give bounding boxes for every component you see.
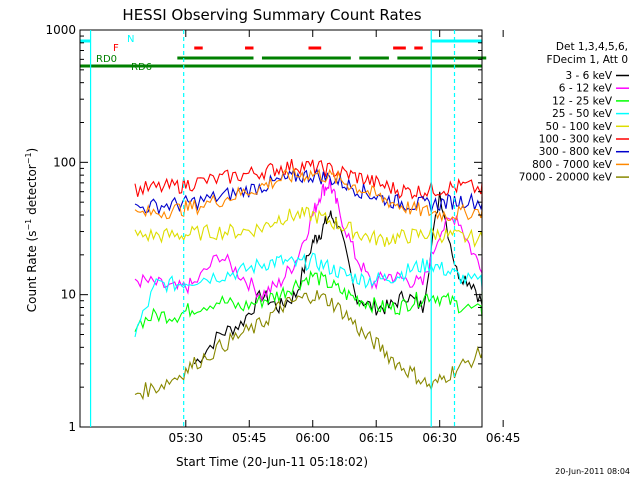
- x-tick-label-2: 06:00: [295, 431, 330, 445]
- plot-area: [80, 30, 482, 427]
- series-layer: [134, 159, 483, 401]
- legend-label-0: 3 - 6 keV: [565, 70, 612, 82]
- series-line-3: [134, 252, 483, 338]
- y-axis-label-exp2: −1: [24, 152, 33, 164]
- plot-background: [80, 30, 482, 427]
- series-line-4: [134, 206, 483, 248]
- y-axis-label-end: ): [25, 148, 39, 153]
- x-tick-label-0: 05:30: [168, 431, 203, 445]
- y-axis-label-exp1: −1: [24, 219, 33, 231]
- timestamp: 20-Jun-2011 08:04: [555, 467, 630, 476]
- series-line-2: [134, 270, 483, 332]
- legend-label-7: 800 - 7000 keV: [532, 159, 613, 171]
- y-tick-label-0: 1: [68, 420, 76, 434]
- legend-label-5: 100 - 300 keV: [539, 134, 613, 146]
- legend-header-2: FDecim 1, Att 0: [547, 54, 628, 66]
- flag-label-rd0: RD0: [96, 54, 117, 65]
- legend-label-1: 6 - 12 keV: [559, 83, 613, 95]
- y-tick-label-1: 10: [61, 288, 76, 302]
- y-tick-label-3: 1000: [45, 23, 76, 37]
- flag-label-rd6: RD6: [131, 62, 152, 73]
- legend-label-8: 7000 - 20000 keV: [519, 172, 613, 184]
- legend-label-6: 300 - 800 keV: [539, 146, 613, 158]
- x-axis-label: Start Time (20-Jun-11 05:18:02): [176, 455, 368, 469]
- axes: [79, 29, 483, 428]
- x-tick-label-5: 06:45: [486, 431, 521, 445]
- y-tick-label-2: 100: [53, 155, 76, 169]
- series-line-1: [134, 179, 483, 302]
- legend-label-3: 25 - 50 keV: [552, 108, 613, 120]
- x-tick-label-4: 06:30: [422, 431, 457, 445]
- y-axis-label-mid: detector: [25, 164, 39, 219]
- tick-labels: 05:30 05:45 06:00 06:15 06:30 06:45 1 10 100 1000: [45, 23, 520, 445]
- chart-title: HESSI Observing Summary Count Rates: [122, 6, 421, 24]
- y-axis-label-main: Count Rate (s: [25, 231, 39, 313]
- legend-header-1: Det 1,3,4,5,6,: [556, 41, 628, 53]
- y-axis-label: Count Rate (s−1 detector−1): [24, 148, 39, 312]
- series-line-8: [134, 290, 483, 401]
- legend-label-4: 50 - 100 keV: [545, 121, 612, 133]
- plot-frame: [79, 29, 483, 428]
- series-line-6: [134, 167, 483, 216]
- flag-label-n: N: [127, 34, 134, 45]
- flag-bars: FN RD0 RD6: [80, 34, 487, 73]
- x-tick-label-3: 06:15: [359, 431, 394, 445]
- series-line-0: [193, 191, 483, 365]
- legend-label-2: 12 - 25 keV: [552, 95, 613, 107]
- series-line-7: [134, 167, 483, 223]
- flag-label-f: F: [113, 43, 119, 54]
- x-tick-label-1: 05:45: [232, 431, 267, 445]
- legend: Det 1,3,4,5,6, FDecim 1, Att 0 3 - 6 keV…: [519, 41, 629, 184]
